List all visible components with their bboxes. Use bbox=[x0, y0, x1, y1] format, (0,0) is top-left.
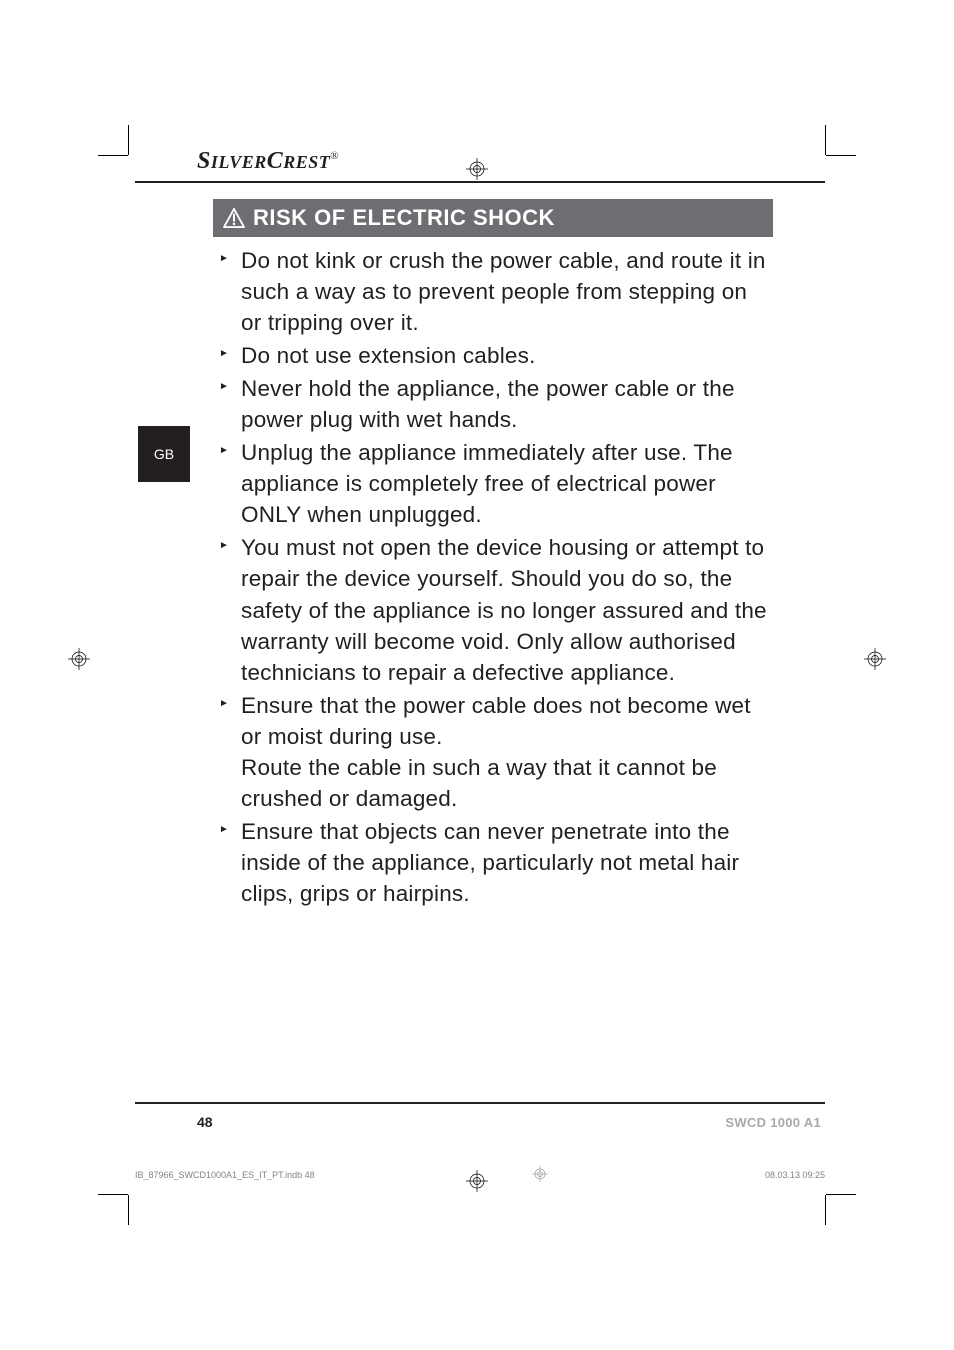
list-item: You must not open the device housing or … bbox=[213, 532, 773, 687]
warning-heading: RISK OF ELECTRIC SHOCK bbox=[213, 199, 773, 237]
print-timestamp: 08.03.13 09:25 bbox=[765, 1170, 825, 1180]
print-metadata: IB_87966_SWCD1000A1_ES_IT_PT.indb 48 08.… bbox=[135, 1166, 825, 1184]
list-item: Ensure that the power cable does not bec… bbox=[213, 690, 773, 814]
crop-mark bbox=[128, 125, 129, 155]
bullet-text: Ensure that objects can never penetrate … bbox=[241, 819, 739, 906]
page-footer: 48 SWCD 1000 A1 bbox=[135, 1102, 825, 1130]
crop-mark bbox=[128, 1195, 129, 1225]
crop-mark bbox=[98, 155, 128, 156]
bullet-subtext: Route the cable in such a way that it ca… bbox=[241, 752, 773, 814]
list-item: Ensure that objects can never penetrate … bbox=[213, 816, 773, 909]
crop-mark bbox=[826, 155, 856, 156]
bullet-text: Unplug the appliance immediately after u… bbox=[241, 440, 733, 527]
bullet-text: Do not kink or crush the power cable, an… bbox=[241, 248, 766, 335]
warning-triangle-icon bbox=[223, 208, 245, 228]
list-item: Do not use extension cables. bbox=[213, 340, 773, 371]
content-area: RISK OF ELECTRIC SHOCK Do not kink or cr… bbox=[213, 199, 773, 909]
crop-mark bbox=[98, 1194, 128, 1195]
brand-logo: SILVERCREST® bbox=[197, 148, 825, 175]
bullet-text: You must not open the device housing or … bbox=[241, 535, 767, 684]
model-label: SWCD 1000 A1 bbox=[725, 1115, 821, 1130]
print-file: IB_87966_SWCD1000A1_ES_IT_PT.indb 48 bbox=[135, 1170, 315, 1180]
crop-mark bbox=[825, 1195, 826, 1225]
list-item: Do not kink or crush the power cable, an… bbox=[213, 245, 773, 338]
page-number: 48 bbox=[197, 1114, 213, 1130]
page-body: SILVERCREST® RISK OF ELECTRIC SHOCK Do n… bbox=[135, 148, 825, 911]
bullet-text: Do not use extension cables. bbox=[241, 343, 536, 368]
registration-mark-icon bbox=[532, 1166, 548, 1184]
brand-reg: ® bbox=[330, 150, 339, 162]
bullet-text: Never hold the appliance, the power cabl… bbox=[241, 376, 735, 432]
list-item: Unplug the appliance immediately after u… bbox=[213, 437, 773, 530]
brand-name: SILVERCREST bbox=[197, 148, 330, 174]
crop-mark bbox=[825, 125, 826, 155]
crop-mark bbox=[826, 1194, 856, 1195]
registration-mark-icon bbox=[68, 648, 90, 670]
header-rule bbox=[135, 181, 825, 183]
list-item: Never hold the appliance, the power cabl… bbox=[213, 373, 773, 435]
bullet-text: Ensure that the power cable does not bec… bbox=[241, 693, 751, 749]
warning-title: RISK OF ELECTRIC SHOCK bbox=[253, 205, 555, 231]
registration-mark-icon bbox=[864, 648, 886, 670]
bullet-list: Do not kink or crush the power cable, an… bbox=[213, 245, 773, 909]
